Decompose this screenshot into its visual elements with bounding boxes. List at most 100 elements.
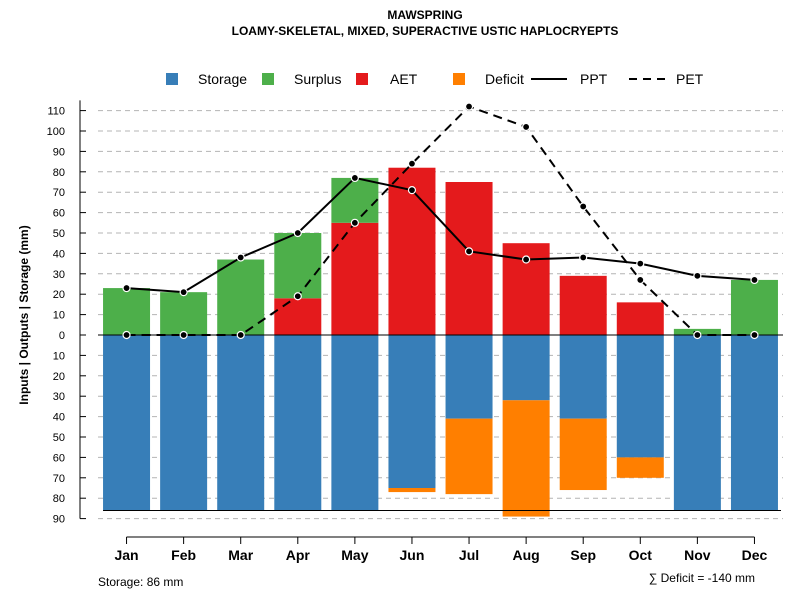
x-tick-label: Dec [742,547,768,563]
storage-bar [274,335,322,511]
x-tick-label: Jul [459,547,479,563]
ppt-point [579,253,588,262]
chart-subtitle: LOAMY-SKELETAL, MIXED, SUPERACTIVE USTIC… [232,24,619,38]
grid-lines [98,110,783,520]
legend-label-pet: PET [676,71,704,87]
axes: 1101009080706050403020100102030405060708… [47,100,768,563]
storage-note: Storage: 86 mm [98,575,183,589]
pet-point [293,292,302,301]
storage-bar [388,335,436,488]
ppt-point [122,283,131,293]
y-tick-label: 20 [53,371,65,383]
pet-point [122,330,131,340]
pet-point [350,218,359,227]
y-tick-label: 70 [53,187,65,199]
chart-title: MAWSPRING [387,8,462,22]
y-tick-label: 60 [53,208,65,220]
legend-key-deficit [453,73,465,85]
ppt-point [464,247,474,256]
aet-bar [616,302,664,335]
ppt-point [350,173,359,183]
deficit-bar [388,488,436,493]
surplus-bar [730,279,778,335]
x-tick-label: Apr [286,547,311,563]
storage-bar [331,335,379,511]
aet-bar [331,222,379,335]
legend-key-storage [166,73,178,85]
bars [98,167,783,517]
legend-label-deficit: Deficit [485,71,524,87]
y-tick-label: 30 [53,269,65,281]
ppt-point [693,271,702,280]
ppt-point [293,228,302,238]
surplus-bar [274,233,322,299]
y-tick-label: 80 [53,167,65,179]
ppt-point [236,253,245,262]
ppt-point [179,288,188,297]
storage-bar [217,335,265,511]
deficit-bar [616,457,664,478]
y-tick-label: 60 [53,452,65,464]
surplus-bar [331,177,379,223]
legend-label-aet: AET [390,71,418,87]
y-tick-label: 90 [53,514,65,526]
y-axis-label: Inputs | Outputs | Storage (mm) [17,225,31,404]
legend-label-surplus: Surplus [294,71,341,87]
pet-line [126,105,755,336]
deficit-bar [445,418,493,495]
pet-point [407,159,417,168]
surplus-bar [160,292,208,335]
pet-point [636,275,645,285]
pet-point [522,122,531,132]
pet-point [693,330,702,340]
deficit-bar [502,400,550,517]
deficit-bar [559,418,607,491]
ppt-point [750,275,759,285]
aet-bar [445,182,493,335]
y-tick-label: 10 [53,310,65,322]
legend-key-surplus [262,73,274,85]
ppt-point [407,186,417,195]
storage-bar [673,335,721,511]
pet-point [179,330,188,340]
legend-label-storage: Storage [198,71,247,87]
x-tick-label: Feb [171,547,196,563]
ppt-point [636,259,645,268]
ppt-line [126,176,755,294]
x-tick-label: Aug [513,547,540,563]
x-tick-label: Mar [228,547,253,563]
y-tick-label: 110 [47,106,65,118]
ppt-point [522,255,531,264]
y-tick-label: 40 [53,412,65,424]
y-tick-label: 20 [53,289,65,301]
storage-bar [160,335,208,511]
storage-bar [616,335,664,458]
legend: Storage Surplus AET Deficit PPT PET [166,71,704,87]
storage-bar [103,335,151,511]
storage-bar [445,335,493,419]
storage-bar [730,335,778,511]
surplus-bar [103,288,151,335]
storage-bar [559,335,607,419]
y-tick-label: 30 [53,391,65,403]
y-tick-label: 40 [53,248,65,260]
y-tick-label: 90 [53,146,65,158]
pet-point [750,330,759,340]
storage-bar [502,335,550,401]
legend-key-aet [356,73,368,85]
y-tick-label: 50 [53,228,65,240]
y-tick-label: 70 [53,473,65,485]
x-tick-label: Sep [570,547,596,563]
pet-point [236,330,245,340]
pet-point [464,102,474,111]
deficit-note: ∑ Deficit = -140 mm [649,571,755,585]
surplus-bar [217,259,265,335]
series-lines [122,102,759,340]
pet-point [579,202,588,211]
x-tick-label: Jun [400,547,425,563]
x-tick-label: Nov [684,547,711,563]
y-tick-label: 10 [53,350,65,362]
y-tick-label: 100 [47,126,65,138]
legend-label-ppt: PPT [580,71,608,87]
